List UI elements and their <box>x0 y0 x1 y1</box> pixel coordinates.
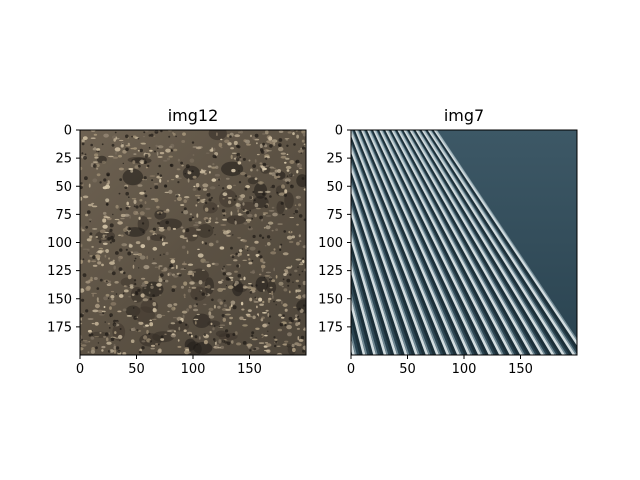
gravel-stones <box>80 130 306 355</box>
x-tick-label: 0 <box>76 362 84 377</box>
y-tick-label: 50 <box>326 180 343 195</box>
y-tick-label: 75 <box>55 208 72 223</box>
subplot-img7: img7 0 50 100 150 0 25 50 75 100 125 150 175 <box>318 106 578 378</box>
y-tick-label: 125 <box>47 264 72 279</box>
image-panel-corrugated-metal <box>351 130 577 355</box>
y-tick-label: 75 <box>326 208 343 223</box>
y-tick-label: 0 <box>335 124 343 139</box>
y-tick-label: 50 <box>55 180 72 195</box>
y-tick-label: 100 <box>47 236 72 251</box>
x-tick-label: 150 <box>237 362 262 377</box>
y-tick-label: 150 <box>47 292 72 307</box>
y-tick-label: 150 <box>318 292 343 307</box>
y-tick-label: 175 <box>47 320 72 335</box>
metal-ridges <box>351 130 577 355</box>
x-tick-label: 100 <box>181 362 206 377</box>
subplot-img12: img12 0 50 100 150 0 25 50 75 100 125 150 175 <box>47 106 307 378</box>
axis-ticks: 0 50 100 150 0 25 50 75 100 125 150 175 <box>47 124 262 378</box>
x-tick-label: 150 <box>508 362 533 377</box>
y-tick-label: 25 <box>326 152 343 167</box>
subplot-title: img7 <box>444 106 484 125</box>
x-tick-label: 50 <box>399 362 416 377</box>
y-tick-label: 125 <box>318 264 343 279</box>
y-tick-label: 100 <box>318 236 343 251</box>
image-panel-gravel <box>80 130 306 355</box>
y-tick-label: 0 <box>64 124 72 139</box>
subplot-title: img12 <box>168 106 219 125</box>
y-tick-label: 25 <box>55 152 72 167</box>
x-tick-label: 100 <box>452 362 477 377</box>
x-tick-label: 50 <box>128 362 145 377</box>
y-tick-label: 175 <box>318 320 343 335</box>
axis-ticks: 0 50 100 150 0 25 50 75 100 125 150 175 <box>318 124 533 378</box>
x-tick-label: 0 <box>347 362 355 377</box>
